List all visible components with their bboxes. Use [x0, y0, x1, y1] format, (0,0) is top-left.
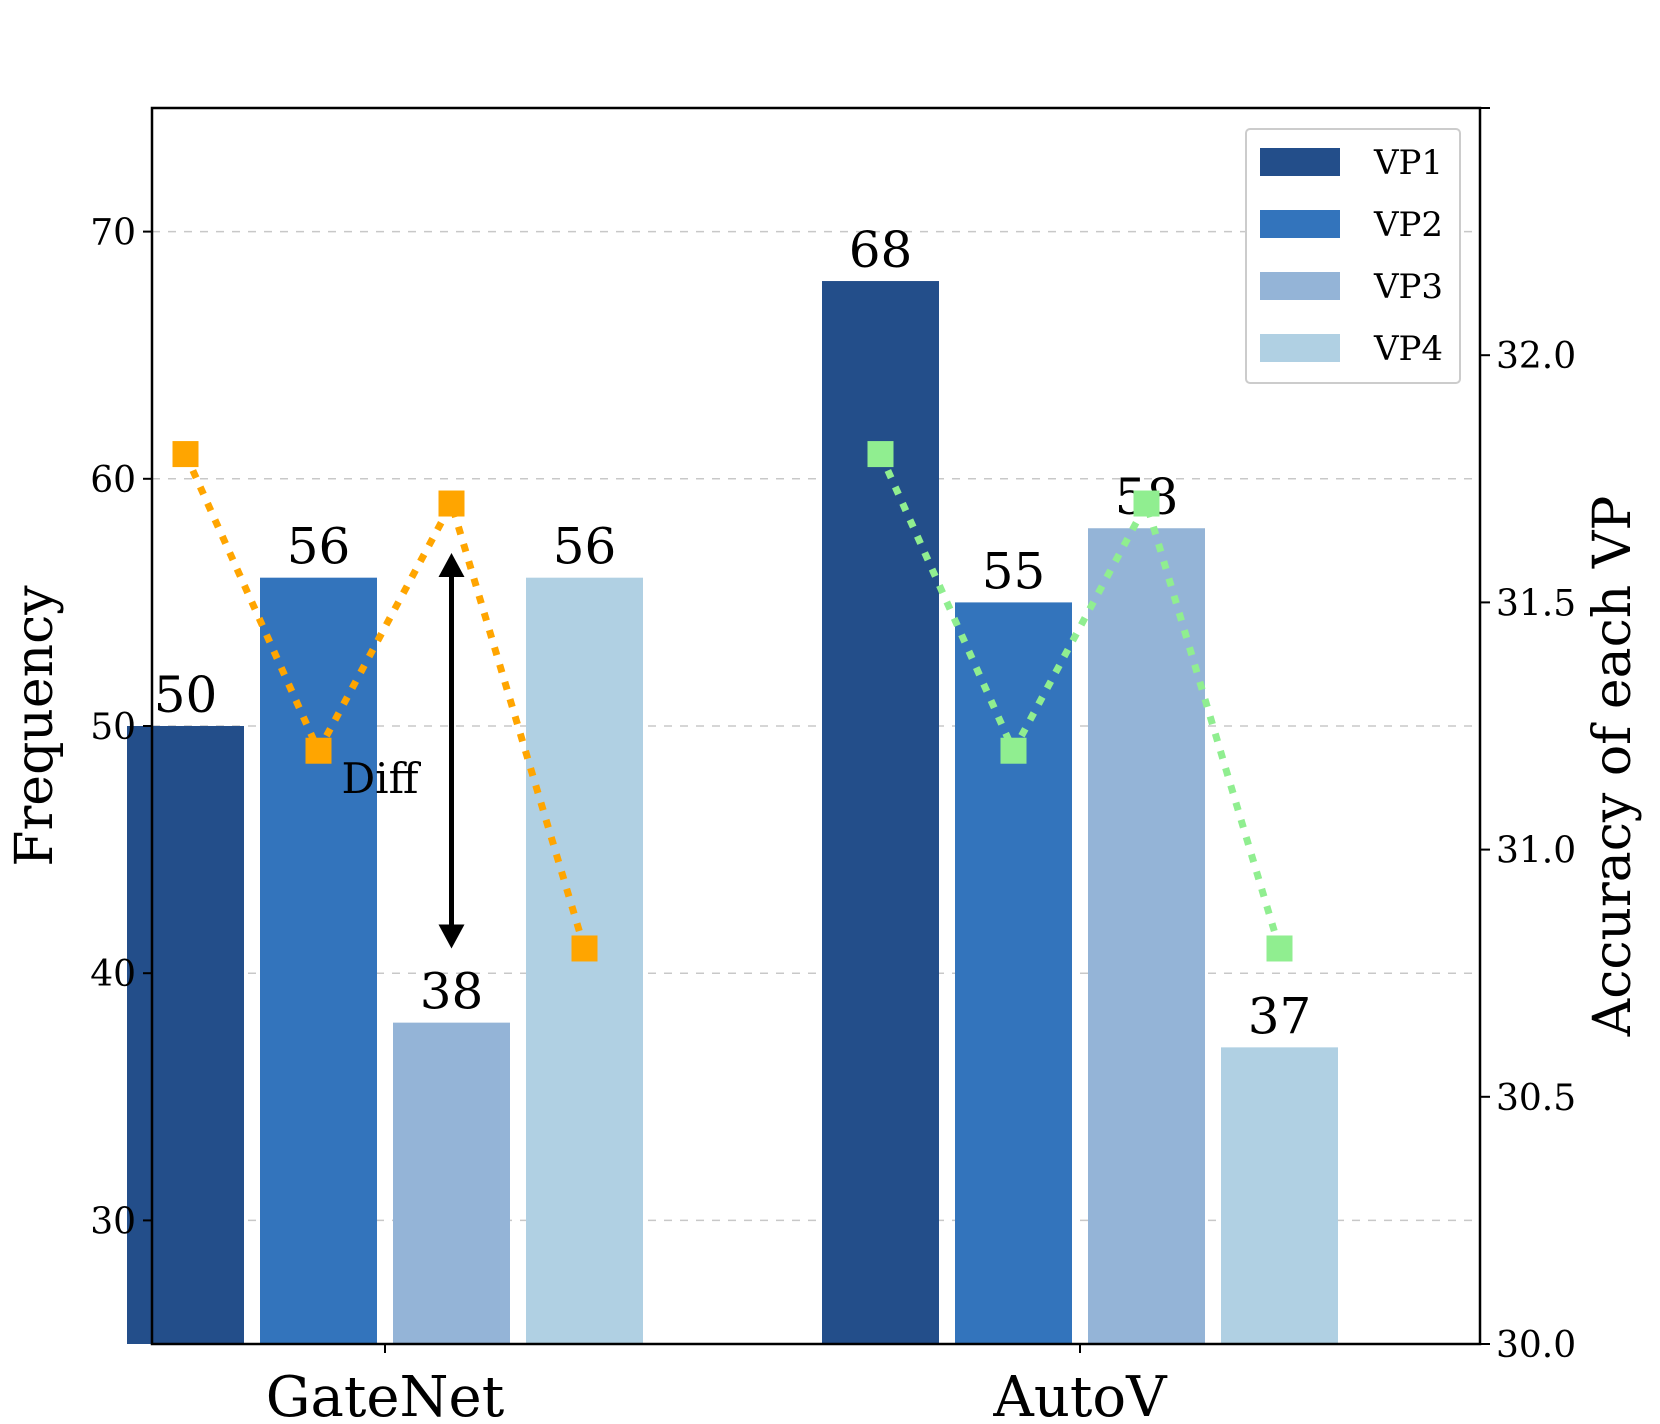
- data-label-GateNet-VP4: 56: [553, 518, 617, 576]
- accuracy-marker-GateNet-VP2: [305, 737, 332, 764]
- bar-AutoV-VP3: [1088, 528, 1205, 1344]
- bars: 5056385668555837: [127, 221, 1338, 1344]
- y-axis-title: Frequency: [5, 585, 65, 867]
- y2tick-label-30.0: 30.0: [1496, 1325, 1576, 1366]
- y2tick-label-32.0: 32.0: [1496, 336, 1576, 377]
- ytick-label-40: 40: [90, 954, 136, 995]
- legend-box: [1245, 128, 1461, 384]
- y2-axis-title: Accuracy of each VP: [1583, 496, 1643, 1038]
- legend-label-VP2: VP2: [1373, 205, 1443, 245]
- legend-label-VP4: VP4: [1373, 329, 1443, 369]
- diff-arrow-head-bottom: [438, 924, 465, 949]
- bar-GateNet-VP1: [127, 726, 244, 1344]
- accuracy-marker-AutoV-VP4: [1266, 935, 1293, 962]
- accuracy-marker-AutoV-VP2: [1000, 737, 1027, 764]
- accuracy-line-AutoV: [877, 452, 1283, 950]
- bar-AutoV-VP2: [955, 602, 1072, 1344]
- data-label-AutoV-VP1: 68: [849, 221, 913, 279]
- y2tick-label-31.5: 31.5: [1496, 583, 1576, 624]
- data-label-AutoV-VP2: 55: [982, 542, 1046, 600]
- ytick-label-30: 30: [90, 1201, 136, 1242]
- legend-label-VP1: VP1: [1373, 143, 1443, 183]
- bar-AutoV-VP1: [822, 281, 939, 1344]
- data-label-GateNet-VP3: 38: [420, 963, 484, 1021]
- data-label-GateNet-VP1: 50: [154, 666, 218, 724]
- bar-AutoV-VP4: [1221, 1047, 1338, 1344]
- accuracy-marker-AutoV-VP1: [867, 441, 894, 468]
- legend-label-VP3: VP3: [1373, 267, 1443, 307]
- legend: VP1 VP2 VP3 VP4: [1245, 128, 1461, 384]
- ytick-label-60: 60: [90, 460, 136, 501]
- accuracy-marker-AutoV-VP3: [1133, 490, 1160, 517]
- xtick-label-GateNet: GateNet: [266, 1365, 505, 1424]
- axes: 30 40 50 60 70 30.0 30.5 31.0 31.5 32.0 GateNet Aut…: [5, 106, 1643, 1424]
- accuracy-marker-GateNet-VP1: [172, 441, 199, 468]
- accuracy-lines: [172, 441, 1293, 962]
- bar-GateNet-VP2: [260, 577, 377, 1344]
- legend-swatch-VP2: [1260, 210, 1340, 238]
- diff-label: Diff: [342, 754, 422, 803]
- diff-annotation: Diff: [342, 552, 465, 949]
- accuracy-line-GateNet: [182, 452, 588, 950]
- accuracy-marker-GateNet-VP3: [438, 490, 465, 517]
- diff-arrow-head-top: [438, 552, 465, 577]
- accuracy-marker-GateNet-VP4: [571, 935, 598, 962]
- data-label-AutoV-VP4: 37: [1248, 987, 1312, 1045]
- y2tick-label-30.5: 30.5: [1496, 1078, 1576, 1119]
- ytick-label-70: 70: [90, 213, 136, 254]
- data-label-GateNet-VP2: 56: [287, 518, 351, 576]
- legend-swatch-VP3: [1260, 272, 1340, 300]
- legend-swatch-VP1: [1260, 148, 1340, 176]
- legend-swatch-VP4: [1260, 334, 1340, 362]
- ytick-label-50: 50: [90, 707, 136, 748]
- xtick-label-AutoV: AutoV: [992, 1365, 1168, 1424]
- y2tick-label-31.0: 31.0: [1496, 831, 1576, 872]
- bar-GateNet-VP3: [393, 1022, 510, 1344]
